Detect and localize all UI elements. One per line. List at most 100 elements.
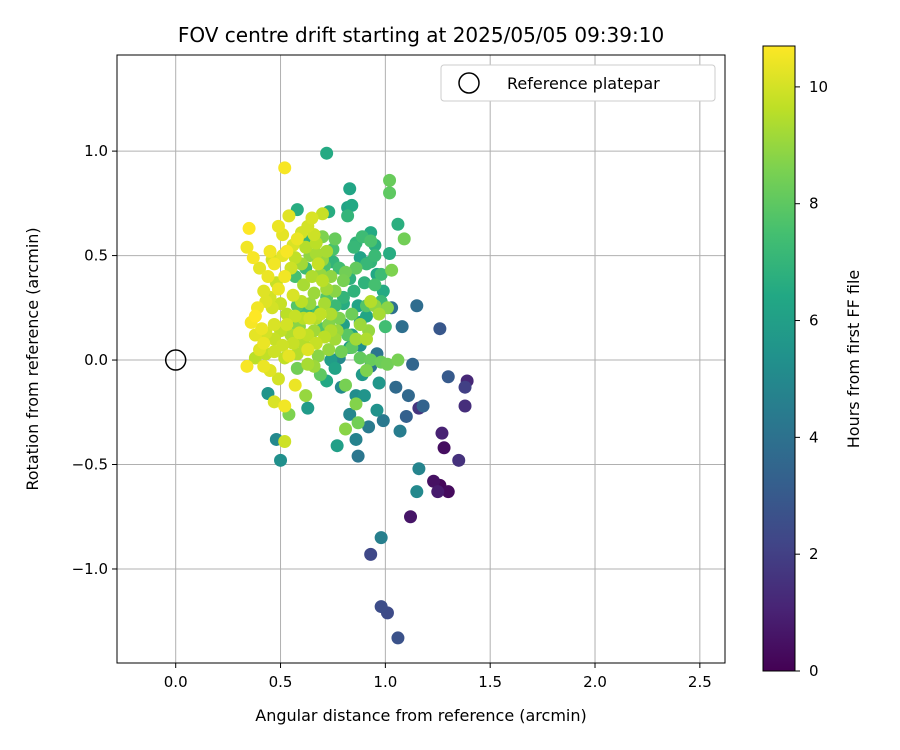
colorbar-tick-label: 0	[809, 662, 819, 680]
y-tick-label: 0.0	[84, 351, 108, 369]
data-point	[410, 299, 424, 313]
data-point	[441, 485, 455, 499]
x-tick-label: 2.0	[583, 673, 607, 691]
data-point	[433, 322, 447, 336]
data-point	[257, 336, 271, 350]
data-point	[271, 219, 285, 233]
data-point	[359, 332, 373, 346]
data-point	[383, 186, 397, 200]
data-point	[416, 399, 430, 413]
x-tick-label: 1.0	[373, 673, 397, 691]
data-point	[364, 353, 378, 367]
data-point	[410, 485, 424, 499]
data-point	[274, 453, 288, 467]
data-point	[357, 389, 371, 403]
data-point	[383, 173, 397, 187]
data-point	[278, 161, 292, 175]
colorbar-tick-label: 4	[809, 428, 819, 446]
data-point	[280, 244, 294, 258]
data-point	[328, 361, 342, 375]
colorbar-tick-label: 8	[809, 195, 819, 213]
data-point	[406, 357, 420, 371]
data-point	[324, 307, 338, 321]
data-point	[280, 318, 294, 332]
reference-platepar-marker	[164, 349, 187, 371]
data-point	[435, 426, 449, 440]
y-tick-label: 0.5	[84, 247, 108, 265]
data-point	[374, 267, 388, 281]
data-point	[301, 357, 315, 371]
data-point	[368, 249, 382, 263]
data-point	[267, 318, 281, 332]
data-point	[374, 531, 388, 545]
data-point	[393, 424, 407, 438]
data-point	[336, 274, 350, 288]
data-point	[349, 332, 363, 346]
x-tick-label: 0.5	[269, 673, 293, 691]
data-point	[242, 221, 256, 235]
data-point	[288, 309, 302, 323]
data-point	[297, 278, 311, 292]
data-point	[399, 409, 413, 423]
data-point	[341, 209, 355, 223]
plot-frame	[116, 54, 726, 664]
data-point	[370, 403, 384, 417]
data-point	[391, 631, 405, 645]
data-point	[343, 407, 357, 421]
data-point	[452, 453, 466, 467]
data-point	[364, 295, 378, 309]
data-point	[351, 416, 365, 430]
data-point	[267, 395, 281, 409]
data-point	[391, 353, 405, 367]
chart-title: FOV centre drift starting at 2025/05/05 …	[178, 23, 664, 47]
data-point	[347, 240, 361, 254]
data-point	[307, 286, 321, 300]
colorbar-tick-label: 10	[809, 78, 828, 96]
data-point	[383, 246, 397, 260]
data-point	[257, 284, 271, 298]
data-points	[240, 146, 474, 645]
data-point	[290, 232, 304, 246]
data-point	[374, 600, 388, 614]
data-point	[412, 462, 426, 476]
legend-marker	[458, 72, 480, 94]
data-point	[364, 547, 378, 561]
data-point	[278, 269, 292, 283]
y-axis-label: Rotation from reference (arcmin)	[23, 227, 42, 490]
data-point	[299, 389, 313, 403]
data-point	[271, 372, 285, 386]
data-point	[357, 276, 371, 290]
legend-box	[440, 64, 716, 102]
data-point	[385, 263, 399, 277]
data-point	[320, 146, 334, 160]
data-point	[305, 269, 319, 283]
data-point	[282, 349, 296, 363]
colorbar-label: Hours from first FF file	[844, 270, 863, 449]
data-point	[315, 207, 329, 221]
data-point	[437, 441, 451, 455]
data-point	[301, 401, 315, 415]
data-point	[391, 217, 405, 231]
colorbar-tick-label: 2	[809, 545, 819, 563]
data-point	[349, 397, 363, 411]
data-point	[257, 359, 271, 373]
data-point	[458, 399, 472, 413]
data-point	[404, 510, 418, 524]
data-point	[359, 257, 373, 271]
data-point	[351, 449, 365, 463]
data-point	[353, 351, 367, 365]
data-point	[389, 380, 403, 394]
data-point	[286, 336, 300, 350]
data-point	[362, 420, 376, 434]
data-point	[339, 422, 353, 436]
data-point	[288, 378, 302, 392]
data-point	[427, 474, 441, 488]
data-point	[301, 343, 315, 357]
data-point	[345, 198, 359, 212]
data-point	[246, 251, 260, 265]
legend-label: Reference platepar	[507, 74, 660, 93]
data-point	[303, 311, 317, 325]
y-tick-label: 1.0	[84, 142, 108, 160]
data-point	[345, 307, 359, 321]
data-point	[248, 309, 262, 323]
